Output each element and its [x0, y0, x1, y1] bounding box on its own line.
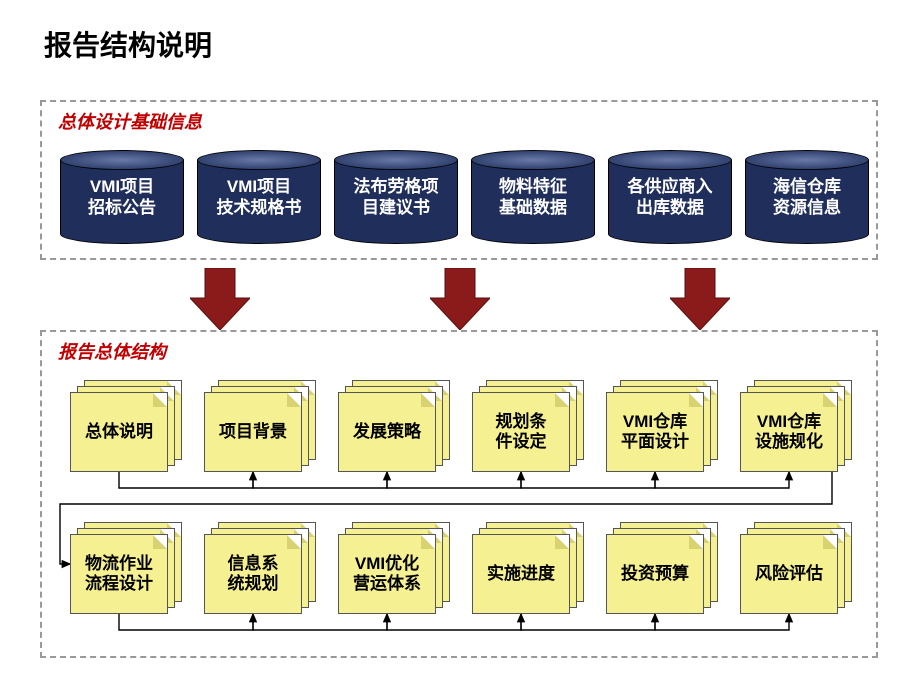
- cylinder-row: VMI项目招标公告 VMI项目技术规格书 法布劳格项目建议书 物料特征基础数据 …: [60, 150, 869, 240]
- doc-stack: 项目背景: [204, 380, 316, 472]
- bottom-section-label: 报告总体结构: [58, 338, 166, 364]
- doc-label: 风险评估: [755, 564, 823, 584]
- doc-row-2: 物流作业流程设计 信息系统规划 VMI优化营运体系 实施进度 投资预算 风险评估: [70, 522, 852, 614]
- top-section-box: 总体设计基础信息 VMI项目招标公告 VMI项目技术规格书 法布劳格项目建议书 …: [40, 100, 878, 260]
- cylinder: 物料特征基础数据: [471, 150, 595, 240]
- doc-stack: 实施进度: [472, 522, 584, 614]
- doc-stack: 总体说明: [70, 380, 182, 472]
- doc-stack: VMI仓库设施规化: [740, 380, 852, 472]
- doc-stack: 投资预算: [606, 522, 718, 614]
- doc-label: 物流作业流程设计: [85, 554, 153, 595]
- doc-label: VMI优化营运体系: [353, 554, 421, 595]
- cylinder: VMI项目招标公告: [60, 150, 184, 240]
- cylinder-label: 法布劳格项目建议书: [354, 176, 439, 219]
- doc-label: 项目背景: [219, 422, 287, 442]
- cylinder: VMI项目技术规格书: [197, 150, 321, 240]
- doc-row-1: 总体说明 项目背景 发展策略 规划条件设定 VMI仓库平面设计 VMI仓库设施规…: [70, 380, 852, 472]
- cylinder: 法布劳格项目建议书: [334, 150, 458, 240]
- cylinder-label: VMI项目技术规格书: [217, 176, 302, 219]
- doc-label: 发展策略: [353, 422, 421, 442]
- doc-stack: 信息系统规划: [204, 522, 316, 614]
- doc-label: VMI仓库设施规化: [755, 412, 823, 453]
- arrow-down-icon: [670, 268, 730, 330]
- doc-stack: VMI仓库平面设计: [606, 380, 718, 472]
- doc-label: 总体说明: [85, 422, 153, 442]
- doc-stack: 发展策略: [338, 380, 450, 472]
- cylinder-label: 各供应商入出库数据: [628, 176, 713, 219]
- cylinder: 各供应商入出库数据: [608, 150, 732, 240]
- arrow-down-icon: [430, 268, 490, 330]
- cylinder-label: 海信仓库资源信息: [773, 176, 841, 219]
- cylinder: 海信仓库资源信息: [745, 150, 869, 240]
- cylinder-label: VMI项目招标公告: [88, 176, 156, 219]
- top-section-label: 总体设计基础信息: [58, 108, 202, 134]
- doc-label: 实施进度: [487, 564, 555, 584]
- doc-label: 规划条件设定: [496, 412, 547, 453]
- bottom-section-box: 报告总体结构: [40, 330, 878, 658]
- doc-stack: 风险评估: [740, 522, 852, 614]
- cylinder-label: 物料特征基础数据: [499, 176, 567, 219]
- doc-label: 投资预算: [621, 564, 689, 584]
- doc-stack: 物流作业流程设计: [70, 522, 182, 614]
- doc-stack: VMI优化营运体系: [338, 522, 450, 614]
- doc-stack: 规划条件设定: [472, 380, 584, 472]
- arrow-down-icon: [190, 268, 250, 330]
- doc-label: VMI仓库平面设计: [621, 412, 689, 453]
- doc-label: 信息系统规划: [228, 554, 279, 595]
- page-title: 报告结构说明: [44, 24, 212, 64]
